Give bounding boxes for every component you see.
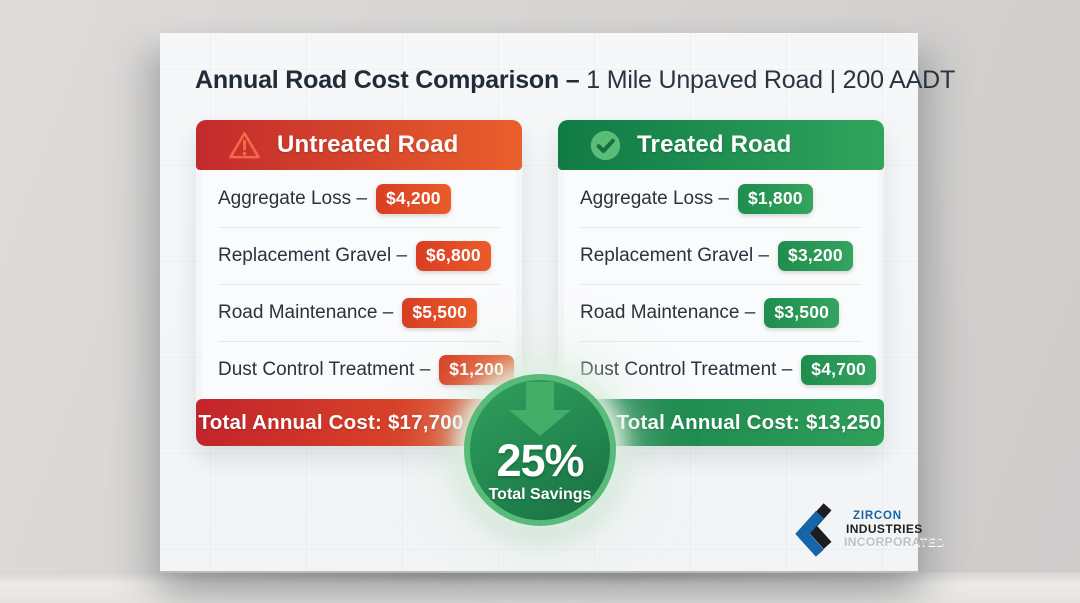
cost-value-badge: $4,200 <box>375 184 451 214</box>
zircon-logo-text: ZIRCON INDUSTRIES INCORPORATED <box>844 510 945 550</box>
page-title: Annual Road Cost Comparison – 1 Mile Unp… <box>195 66 955 95</box>
cost-row: Road Maintenance – $5,500 <box>218 285 500 341</box>
treated-road-title: Treated Road <box>637 131 792 158</box>
treated-cost-list: Aggregate Loss – $1,800 Replacement Grav… <box>564 170 878 399</box>
cost-label: Replacement Gravel – <box>218 245 408 266</box>
zircon-logo: ZIRCON INDUSTRIES INCORPORATED <box>790 501 945 559</box>
row-divider <box>218 227 500 228</box>
down-arrow-icon <box>505 382 575 436</box>
cost-value-badge: $5,500 <box>402 298 478 328</box>
cost-value-badge: $3,200 <box>778 241 853 271</box>
treated-road-card: Treated Road Aggregate Loss – $1,800 Rep… <box>558 120 884 446</box>
cost-label: Aggregate Loss – <box>580 188 729 209</box>
cost-row: Replacement Gravel – $3,200 <box>580 228 862 284</box>
treated-road-header: Treated Road <box>558 120 884 170</box>
savings-badge: 25% Total Savings <box>464 374 616 526</box>
cost-label: Dust Control Treatment – <box>580 359 793 380</box>
cost-value-badge: $3,500 <box>764 298 840 328</box>
cost-row: Dust Control Treatment – $4,700 <box>580 342 876 398</box>
untreated-cost-list: Aggregate Loss – $4,200 Replacement Grav… <box>202 170 516 399</box>
logo-company-name: ZIRCON <box>853 510 902 523</box>
cost-label: Replacement Gravel – <box>580 245 770 266</box>
cost-row: Aggregate Loss – $1,800 <box>580 171 862 227</box>
infographic-poster: Annual Road Cost Comparison – 1 Mile Unp… <box>160 33 955 573</box>
cost-label: Road Maintenance – <box>218 302 394 323</box>
row-divider <box>580 284 862 285</box>
untreated-road-title: Untreated Road <box>277 131 459 158</box>
warning-triangle-icon <box>227 130 262 161</box>
cost-value-badge: $4,700 <box>801 355 876 385</box>
cost-value-badge: $1,800 <box>737 184 813 214</box>
page-title-main: Annual Road Cost Comparison – <box>195 66 580 94</box>
cost-row: Aggregate Loss – $4,200 <box>218 171 500 227</box>
savings-percent: 25% <box>496 435 584 486</box>
cost-value-badge: $1,200 <box>439 355 514 385</box>
logo-industries: INDUSTRIES <box>846 522 923 536</box>
untreated-road-header: Untreated Road <box>196 120 522 170</box>
row-divider <box>580 341 862 342</box>
savings-label: Total Savings <box>488 486 592 503</box>
cost-row: Dust Control Treatment – $1,200 <box>218 342 514 398</box>
row-divider <box>218 284 500 285</box>
check-circle-icon <box>589 129 622 162</box>
cost-label: Dust Control Treatment – <box>218 359 431 380</box>
cost-label: Aggregate Loss – <box>218 188 367 209</box>
zircon-logo-mark-icon <box>790 501 840 559</box>
cost-row: Road Maintenance – $3,500 <box>580 285 862 341</box>
logo-incorporated: INCORPORATED <box>844 535 946 550</box>
cost-row: Replacement Gravel – $6,800 <box>218 228 500 284</box>
row-divider <box>218 341 500 342</box>
floor <box>0 572 1080 603</box>
untreated-road-card: Untreated Road Aggregate Loss – $4,200 R… <box>196 120 522 446</box>
cost-value-badge: $6,800 <box>416 241 491 271</box>
page-title-sub: 1 Mile Unpaved Road | 200 AADT <box>586 66 956 94</box>
row-divider <box>580 227 862 228</box>
cost-label: Road Maintenance – <box>580 302 756 323</box>
